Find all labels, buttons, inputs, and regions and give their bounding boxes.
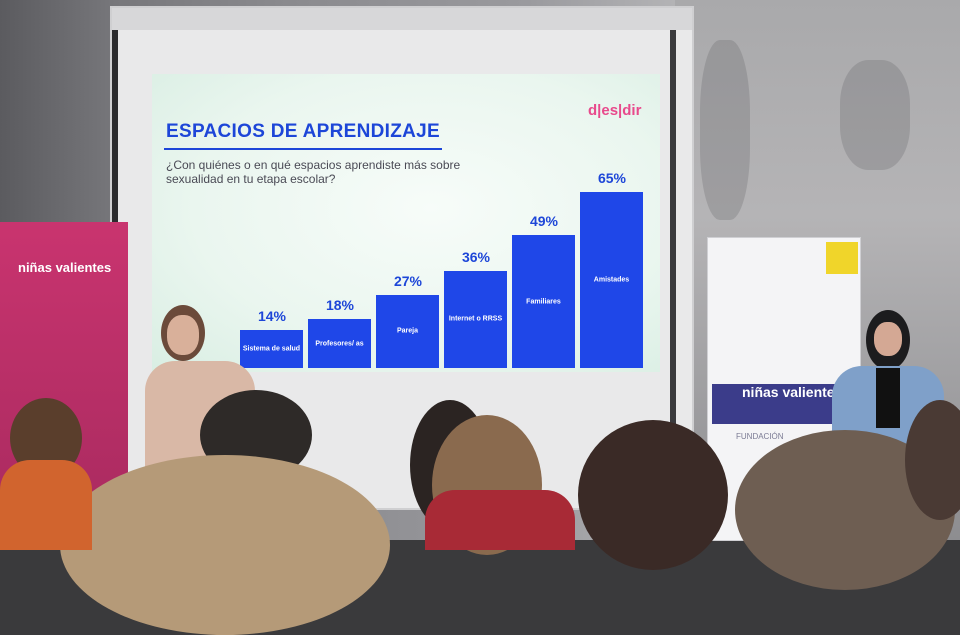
right-banner-logo: niñas valientes: [742, 384, 843, 400]
presenter-face: [874, 322, 902, 356]
audience-jacket: [0, 460, 92, 550]
audience-head: [905, 400, 960, 520]
title-underline: [164, 148, 442, 150]
bar-category-label: Amistades: [593, 276, 630, 284]
banner-band: [712, 384, 846, 424]
projected-slide: d|es|dir ESPACIOS DE APRENDIZAJE ¿Con qu…: [152, 74, 660, 372]
right-banner-subtitle: FUNDACIÓN: [736, 432, 784, 441]
screen-edge-right: [670, 30, 676, 490]
audience-head: [60, 455, 390, 635]
chart-bar: Sistema de salud: [240, 330, 303, 368]
chart-bar: Pareja: [376, 294, 439, 368]
bar-value-label: 49%: [529, 213, 559, 230]
presenter-shirt: [876, 368, 900, 428]
bar-category-label: Internet o RRSS: [448, 315, 503, 323]
audience-head: [578, 420, 728, 570]
bar-value-label: 27%: [393, 272, 423, 289]
bar-category-label: Sistema de salud: [242, 345, 301, 353]
chart-bar: Amistades: [580, 192, 643, 368]
slide-question: ¿Con quiénes o en qué espacios aprendist…: [166, 158, 461, 186]
bar-category-label: Familiares: [526, 298, 561, 306]
bar-value-label: 65%: [597, 170, 627, 186]
slide-title: ESPACIOS DE APRENDIZAJE: [166, 121, 441, 142]
chart-bar: Familiares: [512, 235, 575, 368]
screen-top-bar: [112, 8, 692, 30]
desidir-logo: d|es|dir: [588, 102, 642, 119]
bar-category-label: Profesores/ as: [315, 340, 364, 348]
bar-value-label: 36%: [461, 248, 491, 265]
presenter-face: [167, 315, 199, 355]
wall-stain: [700, 40, 750, 220]
audience-sweater: [425, 490, 575, 550]
banner-yellow-square: [826, 242, 858, 274]
bar-value-label: 14%: [257, 308, 287, 325]
left-banner-logo: niñas valientes: [18, 260, 112, 275]
chart-bar: Internet o RRSS: [444, 270, 507, 368]
chart-bar: Profesores/ as: [308, 319, 371, 368]
bar-category-label: Pareja: [396, 327, 419, 335]
wall-stain: [840, 60, 910, 170]
bar-value-label: 18%: [325, 297, 355, 314]
